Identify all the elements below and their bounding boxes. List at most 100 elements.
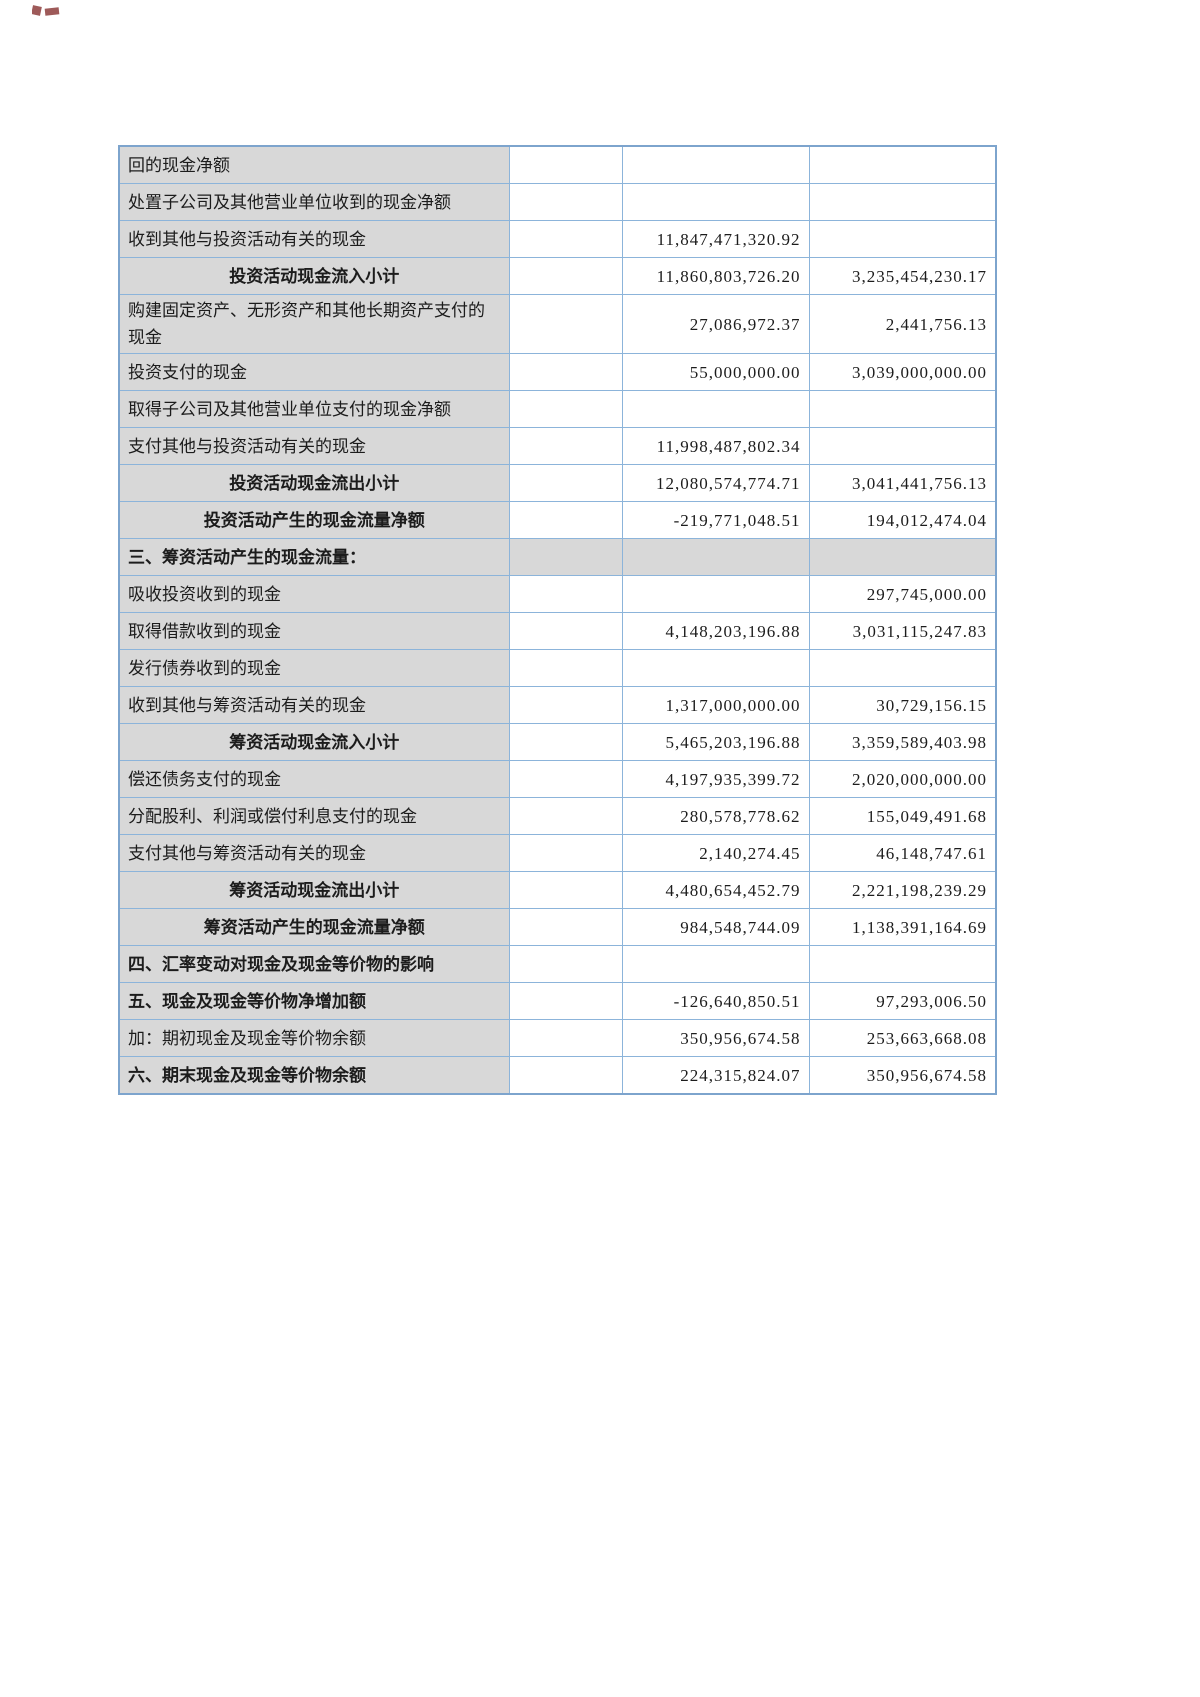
table-row: 投资活动产生的现金流量净额 -219,771,048.51 194,012,474.… xyxy=(118,501,997,539)
spacer-cell xyxy=(508,427,623,465)
spacer-cell xyxy=(508,834,623,872)
row-label-cell: 处置子公司及其他营业单位收到的现金净额 xyxy=(118,183,510,221)
value-current-period-cell: 2,140,274.45 xyxy=(621,834,810,872)
row-label-cell: 支付其他与投资活动有关的现金 xyxy=(118,427,510,465)
row-label-cell: 筹资活动产生的现金流量净额 xyxy=(118,908,510,946)
table-row: 加：期初现金及现金等价物余额 350,956,674.58 253,663,668.… xyxy=(118,1019,997,1057)
table-row: 投资活动现金流入小计 11,860,803,726.20 3,235,454,230… xyxy=(118,257,997,295)
value-prior-period-cell xyxy=(808,427,997,465)
value-current-period-cell: -219,771,048.51 xyxy=(621,501,810,539)
value-prior-period-cell xyxy=(808,649,997,687)
value-prior-period-cell: 2,221,198,239.29 xyxy=(808,871,997,909)
table-row: 支付其他与投资活动有关的现金 11,998,487,802.34 xyxy=(118,427,997,465)
row-label-cell: 筹资活动现金流出小计 xyxy=(118,871,510,909)
row-label-cell: 取得子公司及其他营业单位支付的现金净额 xyxy=(118,390,510,428)
spacer-cell xyxy=(508,464,623,502)
table-row: 回的现金净额 xyxy=(118,145,997,184)
table-row: 筹资活动现金流出小计 4,480,654,452.79 2,221,198,239.… xyxy=(118,871,997,909)
value-prior-period-cell: 350,956,674.58 xyxy=(808,1056,997,1095)
value-prior-period-cell: 3,359,589,403.98 xyxy=(808,723,997,761)
spacer-cell xyxy=(508,183,623,221)
value-current-period-cell: 11,998,487,802.34 xyxy=(621,427,810,465)
table-row: 五、现金及现金等价物净增加额 -126,640,850.51 97,293,006.… xyxy=(118,982,997,1020)
value-prior-period-cell: 3,235,454,230.17 xyxy=(808,257,997,295)
table-row: 偿还债务支付的现金 4,197,935,399.72 2,020,000,000.0… xyxy=(118,760,997,798)
row-label-cell: 投资支付的现金 xyxy=(118,353,510,391)
value-current-period-cell: 280,578,778.62 xyxy=(621,797,810,835)
spacer-cell xyxy=(508,294,623,354)
table-row: 购建固定资产、无形资产和其他长期资产支付的现金 27,086,972.37 2,44… xyxy=(118,294,997,354)
spacer-cell xyxy=(508,908,623,946)
value-current-period-cell: 27,086,972.37 xyxy=(621,294,810,354)
table-row: 收到其他与投资活动有关的现金 11,847,471,320.92 xyxy=(118,220,997,258)
value-prior-period-cell xyxy=(808,945,997,983)
value-current-period-cell: 4,197,935,399.72 xyxy=(621,760,810,798)
value-current-period-cell xyxy=(621,649,810,687)
value-prior-period-cell: 3,041,441,756.13 xyxy=(808,464,997,502)
cash-flow-statement-table: 回的现金净额 处置子公司及其他营业单位收到的现金净额 收到其他与投资活动有关的现金 1… xyxy=(118,145,997,1095)
value-current-period-cell: 984,548,744.09 xyxy=(621,908,810,946)
table-row: 取得子公司及其他营业单位支付的现金净额 xyxy=(118,390,997,428)
row-label-cell: 偿还债务支付的现金 xyxy=(118,760,510,798)
table-row: 投资活动现金流出小计 12,080,574,774.71 3,041,441,756… xyxy=(118,464,997,502)
value-current-period-cell: 55,000,000.00 xyxy=(621,353,810,391)
spacer-cell xyxy=(508,390,623,428)
row-label-cell: 筹资活动现金流入小计 xyxy=(118,723,510,761)
value-current-period-cell: -126,640,850.51 xyxy=(621,982,810,1020)
spacer-cell xyxy=(508,1056,623,1095)
table-row: 发行债券收到的现金 xyxy=(118,649,997,687)
value-prior-period-cell xyxy=(808,145,997,184)
row-label-cell: 取得借款收到的现金 xyxy=(118,612,510,650)
value-current-period-cell: 11,860,803,726.20 xyxy=(621,257,810,295)
value-prior-period-cell: 1,138,391,164.69 xyxy=(808,908,997,946)
row-label-cell: 投资活动现金流出小计 xyxy=(118,464,510,502)
value-current-period-cell xyxy=(621,538,810,576)
value-current-period-cell: 224,315,824.07 xyxy=(621,1056,810,1095)
value-prior-period-cell: 194,012,474.04 xyxy=(808,501,997,539)
value-prior-period-cell: 297,745,000.00 xyxy=(808,575,997,613)
table-row: 处置子公司及其他营业单位收到的现金净额 xyxy=(118,183,997,221)
value-current-period-cell xyxy=(621,145,810,184)
row-label-cell: 加：期初现金及现金等价物余额 xyxy=(118,1019,510,1057)
spacer-cell xyxy=(508,723,623,761)
table-row: 六、期末现金及现金等价物余额 224,315,824.07 350,956,674.… xyxy=(118,1056,997,1095)
spacer-cell xyxy=(508,501,623,539)
value-current-period-cell: 350,956,674.58 xyxy=(621,1019,810,1057)
spacer-cell xyxy=(508,538,623,576)
row-label-cell: 四、汇率变动对现金及现金等价物的影响 xyxy=(118,945,510,983)
row-label-cell: 五、现金及现金等价物净增加额 xyxy=(118,982,510,1020)
row-label-cell: 三、筹资活动产生的现金流量： xyxy=(118,538,510,576)
row-label-cell: 吸收投资收到的现金 xyxy=(118,575,510,613)
value-prior-period-cell: 46,148,747.61 xyxy=(808,834,997,872)
value-prior-period-cell: 97,293,006.50 xyxy=(808,982,997,1020)
row-label-cell: 发行债券收到的现金 xyxy=(118,649,510,687)
table-row: 筹资活动产生的现金流量净额 984,548,744.09 1,138,391,164… xyxy=(118,908,997,946)
cash-flow-table-body: 回的现金净额 处置子公司及其他营业单位收到的现金净额 收到其他与投资活动有关的现金 1… xyxy=(118,145,997,1095)
spacer-cell xyxy=(508,220,623,258)
row-label-cell: 收到其他与筹资活动有关的现金 xyxy=(118,686,510,724)
spacer-cell xyxy=(508,1019,623,1057)
spacer-cell xyxy=(508,686,623,724)
row-label-cell: 六、期末现金及现金等价物余额 xyxy=(118,1056,510,1095)
spacer-cell xyxy=(508,145,623,184)
value-prior-period-cell xyxy=(808,390,997,428)
spacer-cell xyxy=(508,982,623,1020)
spacer-cell xyxy=(508,257,623,295)
value-prior-period-cell: 2,020,000,000.00 xyxy=(808,760,997,798)
value-prior-period-cell: 2,441,756.13 xyxy=(808,294,997,354)
row-label-cell: 分配股利、利润或偿付利息支付的现金 xyxy=(118,797,510,835)
row-label-cell: 投资活动现金流入小计 xyxy=(118,257,510,295)
value-prior-period-cell: 253,663,668.08 xyxy=(808,1019,997,1057)
row-label-cell: 支付其他与筹资活动有关的现金 xyxy=(118,834,510,872)
value-prior-period-cell xyxy=(808,220,997,258)
table-row: 投资支付的现金 55,000,000.00 3,039,000,000.00 xyxy=(118,353,997,391)
value-current-period-cell: 5,465,203,196.88 xyxy=(621,723,810,761)
spacer-cell xyxy=(508,575,623,613)
value-prior-period-cell: 30,729,156.15 xyxy=(808,686,997,724)
value-prior-period-cell: 3,031,115,247.83 xyxy=(808,612,997,650)
table-row: 吸收投资收到的现金 297,745,000.00 xyxy=(118,575,997,613)
value-current-period-cell: 4,148,203,196.88 xyxy=(621,612,810,650)
spacer-cell xyxy=(508,871,623,909)
table-row: 收到其他与筹资活动有关的现金 1,317,000,000.00 30,729,156… xyxy=(118,686,997,724)
